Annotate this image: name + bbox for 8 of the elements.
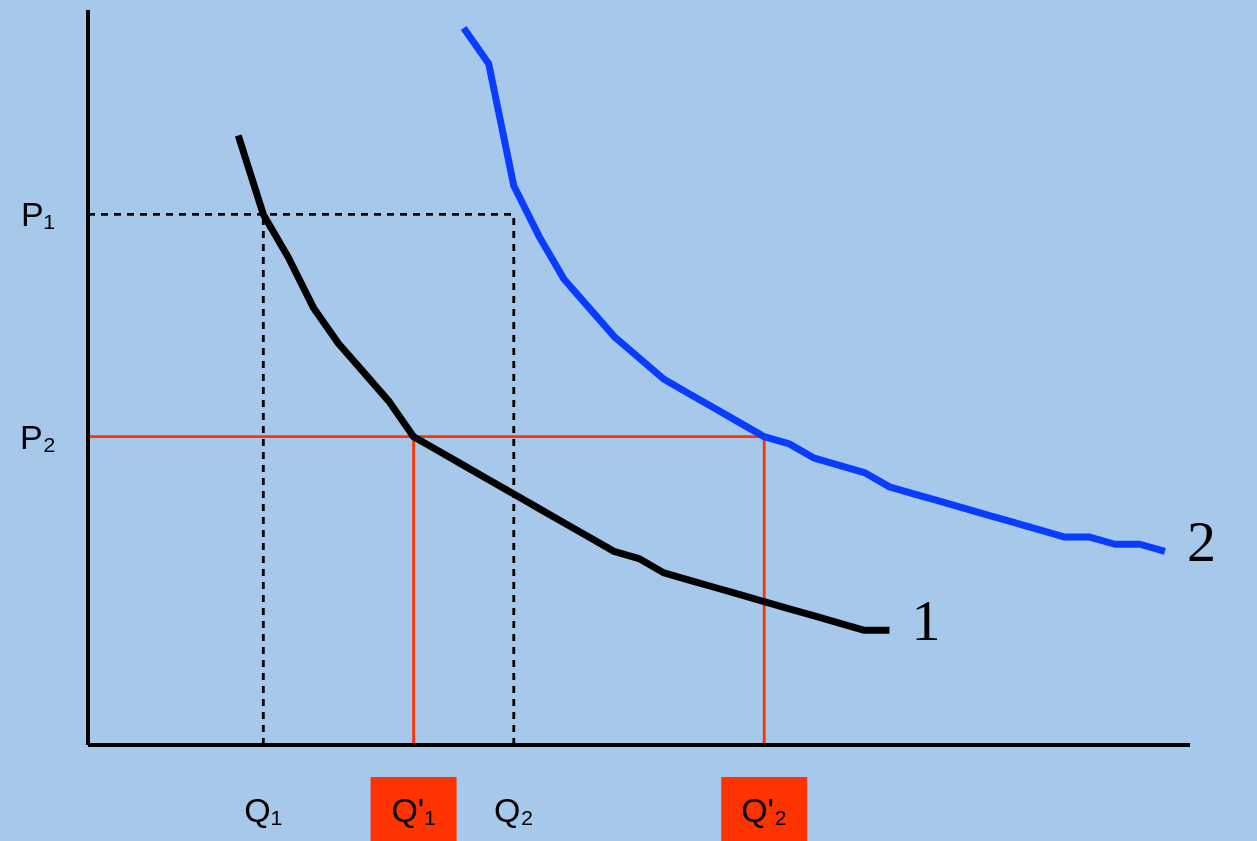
series-label: 2: [1186, 509, 1216, 575]
x-tick-label: Q'₁: [391, 791, 436, 829]
ref-line-label: P₂: [20, 417, 56, 456]
x-tick-label: Q'₂: [741, 791, 788, 829]
x-tick-label: Q₁: [244, 791, 283, 829]
x-tick-label: Q₂: [493, 791, 534, 829]
series-label: 1: [911, 588, 941, 654]
ref-line-label: P₁: [20, 195, 56, 234]
